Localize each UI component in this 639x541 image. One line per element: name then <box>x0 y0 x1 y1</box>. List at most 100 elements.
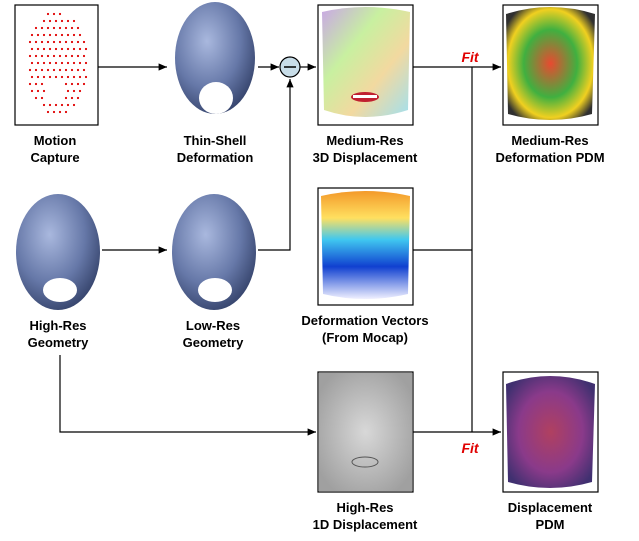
marker-dot <box>66 47 70 51</box>
marker-dot <box>54 33 58 37</box>
marker-dot <box>42 103 46 107</box>
marker-dot <box>28 82 32 86</box>
marker-dot <box>72 75 76 79</box>
marker-dot <box>52 12 56 16</box>
marker-dot <box>78 75 82 79</box>
marker-dot <box>46 12 50 16</box>
marker-dot <box>82 68 86 72</box>
node-label: Deformation <box>177 150 254 165</box>
marker-dot <box>36 61 40 65</box>
marker-dot <box>60 19 64 23</box>
node-label: Medium-Res <box>326 133 403 148</box>
marker-dot <box>66 75 70 79</box>
marker-dot <box>64 40 68 44</box>
node-label: Deformation PDM <box>495 150 604 165</box>
marker-dot <box>40 96 44 100</box>
marker-dot <box>40 40 44 44</box>
node-label: Low-Res <box>186 318 240 333</box>
marker-dot <box>52 110 56 114</box>
marker-dot <box>48 103 52 107</box>
node-label: Deformation Vectors <box>301 313 428 328</box>
node-label: Geometry <box>183 335 244 350</box>
marker-dot <box>42 47 46 51</box>
marker-dot <box>66 89 70 93</box>
marker-dot <box>52 68 56 72</box>
marker-dot <box>42 19 46 23</box>
marker-dot <box>42 75 46 79</box>
marker-dot <box>66 61 70 65</box>
marker-dot <box>78 89 82 93</box>
marker-dot <box>72 61 76 65</box>
marker-dot <box>76 82 80 86</box>
marker-dot <box>66 33 70 37</box>
node-label: High-Res <box>336 500 393 515</box>
marker-dot <box>78 33 82 37</box>
marker-dot <box>30 75 34 79</box>
marker-dot <box>60 47 64 51</box>
node-label: Capture <box>30 150 79 165</box>
marker-dot <box>76 96 80 100</box>
marker-dot <box>30 61 34 65</box>
marker-dot <box>72 19 76 23</box>
marker-dot <box>42 33 46 37</box>
motion-capture-image <box>14 4 99 126</box>
marker-dot <box>46 40 50 44</box>
marker-dot <box>72 33 76 37</box>
marker-dot <box>48 61 52 65</box>
marker-dot <box>28 68 32 72</box>
marker-dot <box>72 47 76 51</box>
node-label: PDM <box>536 517 565 532</box>
marker-dot <box>40 82 44 86</box>
marker-dot <box>54 75 58 79</box>
marker-dot <box>42 61 46 65</box>
marker-dot <box>28 54 32 58</box>
marker-dot <box>34 68 38 72</box>
marker-dot <box>58 12 62 16</box>
high-res-1d-image <box>317 371 414 493</box>
marker-dot <box>64 110 68 114</box>
high-res-face <box>16 194 100 310</box>
marker-dot <box>70 96 74 100</box>
marker-dot <box>52 40 56 44</box>
connectors <box>59 56 501 436</box>
marker-dot <box>30 89 34 93</box>
marker-dot <box>42 89 46 93</box>
marker-dot <box>72 89 76 93</box>
marker-dot <box>70 82 74 86</box>
marker-dot <box>66 19 70 23</box>
marker-dot <box>52 26 56 30</box>
medium-res-3d-image <box>317 4 414 126</box>
marker-dot <box>60 103 64 107</box>
marker-dot <box>84 47 88 51</box>
marker-dot <box>54 19 58 23</box>
marker-dot <box>36 47 40 51</box>
marker-dot <box>60 33 64 37</box>
marker-dot <box>70 26 74 30</box>
marker-dot <box>76 40 80 44</box>
marker-dot <box>58 68 62 72</box>
marker-dot <box>58 110 62 114</box>
marker-dot <box>54 61 58 65</box>
marker-dot <box>82 40 86 44</box>
marker-dot <box>76 26 80 30</box>
marker-dot <box>46 68 50 72</box>
marker-dot <box>36 75 40 79</box>
node-label: Thin-Shell <box>184 133 247 148</box>
marker-dot <box>30 47 34 51</box>
low-res-face <box>172 194 256 310</box>
node-label: (From Mocap) <box>322 330 408 345</box>
node-label: Displacement <box>508 500 593 515</box>
medium-res-pdm-image <box>502 4 599 126</box>
marker-dot <box>70 68 74 72</box>
marker-dot <box>76 68 80 72</box>
marker-dot <box>52 54 56 58</box>
fit-label: Fit <box>461 440 479 456</box>
marker-dot <box>48 47 52 51</box>
marker-dot <box>70 40 74 44</box>
marker-dot <box>58 54 62 58</box>
marker-dot <box>48 33 52 37</box>
deformation-vectors-image <box>317 187 414 306</box>
marker-dot <box>34 54 38 58</box>
marker-dot <box>84 61 88 65</box>
marker-dot <box>66 103 70 107</box>
